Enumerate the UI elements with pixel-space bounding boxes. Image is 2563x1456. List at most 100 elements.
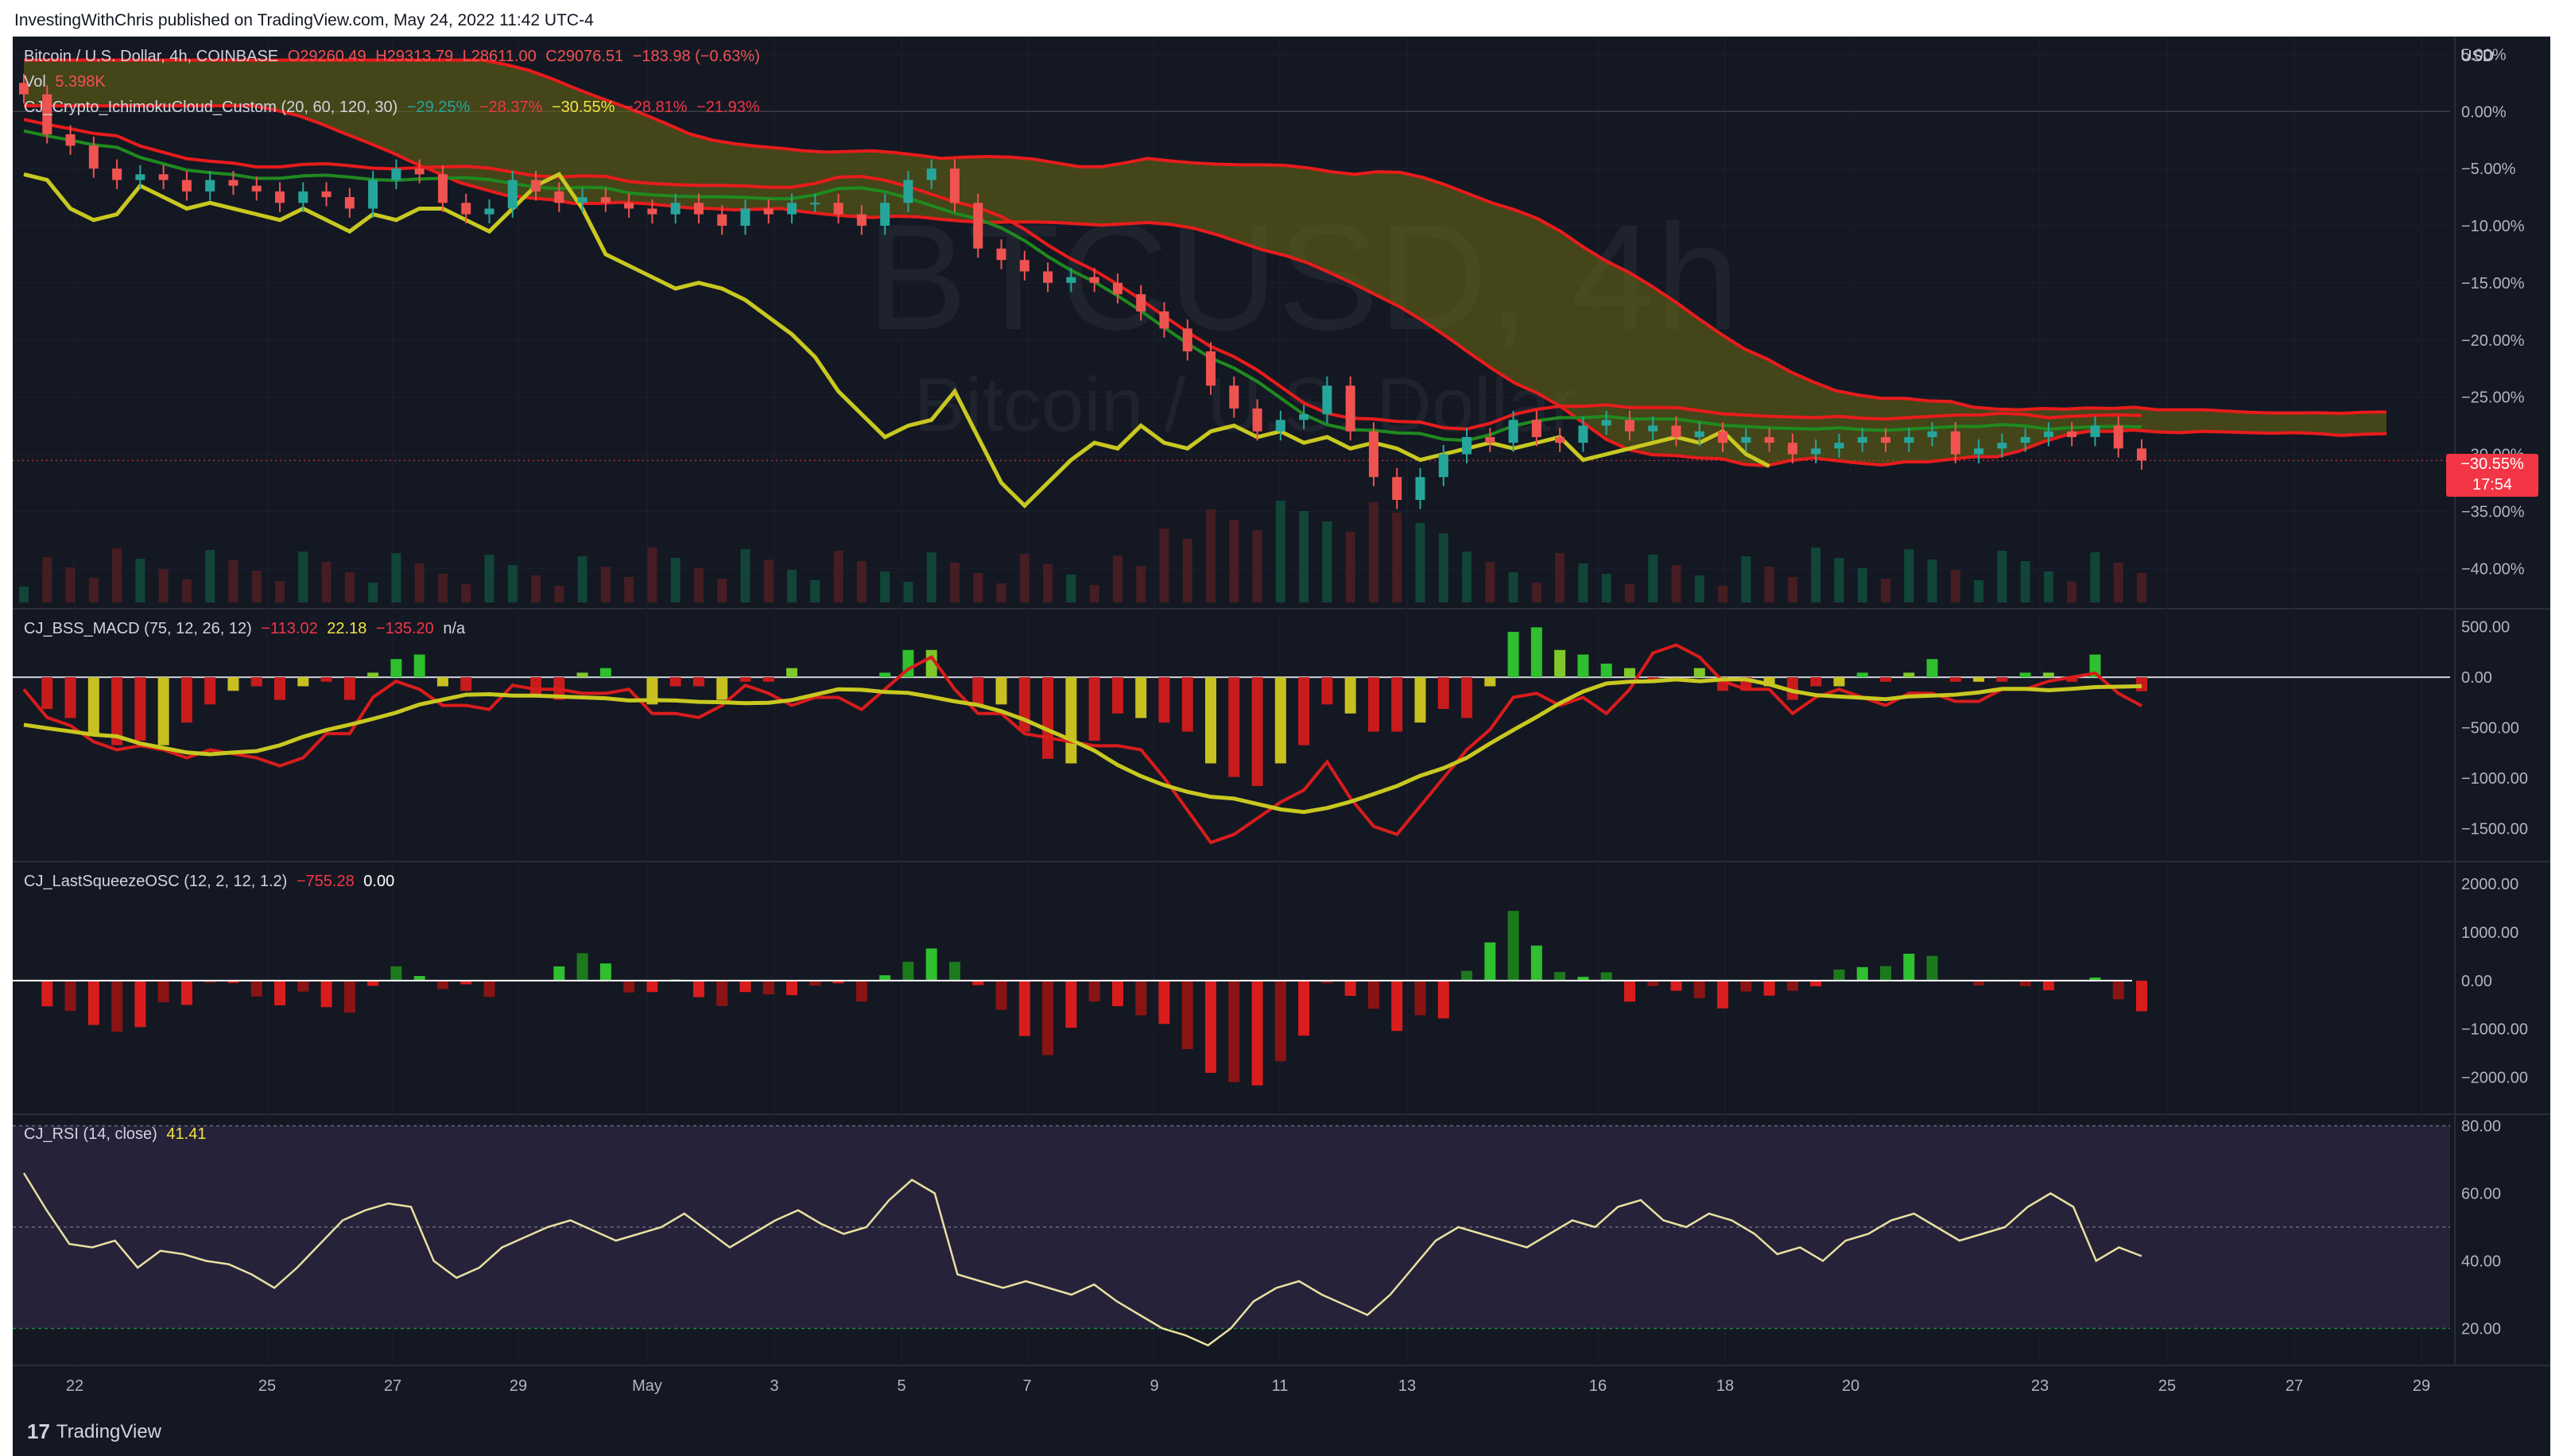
macd-histogram-bar bbox=[1856, 672, 1868, 678]
macd-histogram-bar bbox=[367, 672, 379, 678]
squeeze-bar bbox=[1135, 980, 1147, 1016]
squeeze-bar bbox=[716, 980, 728, 1006]
macd-legend[interactable]: CJ_BSS_MACD (75, 12, 26, 12) −113.02 22.… bbox=[24, 620, 470, 638]
current-price-time: 17:54 bbox=[2472, 476, 2513, 494]
time-axis-label: May bbox=[632, 1377, 662, 1395]
macd-histogram-bar bbox=[786, 668, 798, 678]
macd-histogram-bar bbox=[995, 677, 1007, 705]
volume-bar bbox=[344, 572, 355, 602]
volume-bar bbox=[1415, 523, 1425, 602]
squeeze-value-1: −755.28 bbox=[296, 873, 355, 890]
volume-value: 5.398K bbox=[55, 73, 106, 91]
price-candles bbox=[19, 73, 2146, 509]
candle-body bbox=[1555, 436, 1565, 443]
volume-bar bbox=[670, 558, 680, 602]
squeeze-bar bbox=[2019, 980, 2031, 986]
volume-bar bbox=[1648, 555, 1658, 602]
macd-histogram-bar bbox=[1414, 677, 1426, 723]
ohlc-low: L28611.00 bbox=[462, 48, 537, 65]
ichimoku-legend[interactable]: CJ_Crypto_IchimokuCloud_Custom (20, 60, … bbox=[24, 99, 765, 117]
rsi-axis-label: 40.00 bbox=[2461, 1253, 2501, 1271]
volume-bar bbox=[1927, 560, 1937, 602]
squeeze-bar bbox=[1554, 972, 1566, 981]
volume-bar bbox=[624, 577, 634, 602]
squeeze-bar bbox=[1973, 980, 1985, 986]
macd-signal-line bbox=[23, 677, 2142, 815]
price-axis-label: 0.00% bbox=[2461, 103, 2507, 121]
conversion-line bbox=[23, 118, 2142, 431]
squeeze-bar bbox=[1414, 980, 1426, 1016]
squeeze-bar bbox=[413, 976, 425, 981]
volume-bar bbox=[600, 567, 611, 602]
time-axis-label: 27 bbox=[384, 1377, 401, 1395]
volume-bar bbox=[368, 583, 378, 602]
squeeze-bar bbox=[111, 980, 123, 1032]
squeeze-bar bbox=[1181, 980, 1193, 1049]
squeeze-bar bbox=[553, 966, 565, 981]
squeeze-bar bbox=[2136, 980, 2147, 1012]
ichimoku-label: CJ_Crypto_IchimokuCloud_Custom (20, 60, … bbox=[24, 99, 398, 116]
squeeze-bar bbox=[646, 980, 658, 993]
candle-body bbox=[1508, 420, 1518, 443]
symbol-legend[interactable]: Bitcoin / U.S. Dollar, 4h, COINBASE O292… bbox=[24, 48, 765, 66]
tradingview-logo[interactable]: 17 TradingView bbox=[27, 1419, 161, 1444]
squeeze-bar bbox=[134, 980, 146, 1028]
volume-bar bbox=[2090, 552, 2100, 602]
macd-axis-label: 0.00 bbox=[2461, 669, 2492, 687]
time-axis-label: 29 bbox=[510, 1377, 527, 1395]
candle-body bbox=[1950, 431, 1960, 455]
volume-bar bbox=[251, 571, 262, 602]
macd-histogram-bar bbox=[250, 677, 262, 687]
tradingview-logo-text: TradingView bbox=[56, 1420, 161, 1442]
macd-histogram-bar bbox=[1903, 672, 1915, 678]
volume-bar bbox=[1392, 513, 1402, 602]
squeeze-bar bbox=[1507, 911, 1519, 981]
volume-bar bbox=[1485, 562, 1495, 602]
squeeze-bar bbox=[1717, 980, 1729, 1009]
lagging-span bbox=[23, 172, 1770, 509]
rsi-legend[interactable]: CJ_RSI (14, close) 41.41 bbox=[24, 1125, 211, 1144]
candle-body bbox=[1857, 436, 1867, 443]
volume-bar bbox=[973, 573, 983, 602]
macd-histogram-bar bbox=[1810, 677, 1822, 687]
squeeze-bar bbox=[436, 980, 448, 989]
macd-histogram-bar bbox=[1554, 649, 1566, 678]
volume-bar bbox=[112, 548, 122, 602]
squeeze-bar bbox=[1321, 980, 1333, 984]
macd-histogram-bar bbox=[1996, 677, 2008, 682]
candle-body bbox=[810, 203, 820, 205]
volume-bar bbox=[949, 563, 960, 602]
candle-body bbox=[1392, 477, 1402, 500]
macd-histogram-bar bbox=[1181, 677, 1193, 732]
squeeze-legend[interactable]: CJ_LastSqueezeOSC (12, 2, 12, 1.2) −755.… bbox=[24, 873, 399, 891]
candle-body bbox=[1904, 436, 1914, 443]
macd-histogram-bar bbox=[1065, 677, 1077, 764]
candle-body bbox=[973, 203, 983, 249]
price-axis-label: −10.00% bbox=[2461, 218, 2525, 235]
candle-body bbox=[344, 197, 355, 209]
squeeze-bar bbox=[948, 962, 960, 981]
squeeze-bar bbox=[832, 980, 844, 984]
squeeze-bar bbox=[1670, 980, 1682, 991]
squeeze-bar bbox=[739, 980, 751, 993]
volume-bar bbox=[437, 574, 448, 602]
macd-axis-label: −1500.00 bbox=[2461, 820, 2528, 838]
squeeze-bar bbox=[762, 980, 774, 995]
squeeze-bar bbox=[1833, 969, 1845, 981]
squeeze-value-2: 0.00 bbox=[363, 873, 395, 890]
volume-bar bbox=[1322, 521, 1332, 602]
macd-histogram-bar bbox=[297, 677, 309, 687]
macd-histogram-bar bbox=[2019, 672, 2031, 678]
candle-body bbox=[1834, 443, 1844, 449]
rsi-line bbox=[22, 1172, 2142, 1347]
candle-body bbox=[880, 203, 890, 226]
time-axis-label: 16 bbox=[1589, 1377, 1607, 1395]
candle-body bbox=[2067, 431, 2077, 437]
volume-legend[interactable]: Vol 5.398K bbox=[24, 73, 111, 91]
volume-bar bbox=[65, 567, 76, 602]
squeeze-bar bbox=[1484, 942, 1496, 981]
candle-body bbox=[926, 168, 936, 180]
candle-body bbox=[1671, 425, 1681, 437]
rsi-axis-label: 60.00 bbox=[2461, 1186, 2501, 1203]
